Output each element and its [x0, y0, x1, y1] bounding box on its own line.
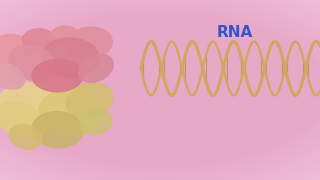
Ellipse shape — [79, 55, 113, 82]
Ellipse shape — [0, 3, 320, 177]
Ellipse shape — [9, 45, 55, 81]
Ellipse shape — [0, 34, 34, 66]
Ellipse shape — [67, 27, 112, 59]
Ellipse shape — [0, 62, 25, 89]
Ellipse shape — [0, 16, 320, 164]
Ellipse shape — [0, 10, 320, 170]
Ellipse shape — [80, 110, 112, 135]
Ellipse shape — [32, 59, 83, 92]
Ellipse shape — [67, 83, 113, 118]
Ellipse shape — [32, 112, 83, 148]
Ellipse shape — [38, 88, 102, 135]
Ellipse shape — [0, 18, 320, 162]
Ellipse shape — [0, 5, 320, 175]
Text: RNA: RNA — [217, 25, 253, 40]
Ellipse shape — [0, 8, 320, 172]
Ellipse shape — [0, 101, 43, 136]
Ellipse shape — [0, 14, 320, 166]
Ellipse shape — [0, 12, 320, 168]
Ellipse shape — [0, 83, 68, 133]
Ellipse shape — [49, 26, 79, 46]
Ellipse shape — [42, 38, 99, 77]
Ellipse shape — [22, 29, 54, 50]
Ellipse shape — [9, 124, 42, 149]
